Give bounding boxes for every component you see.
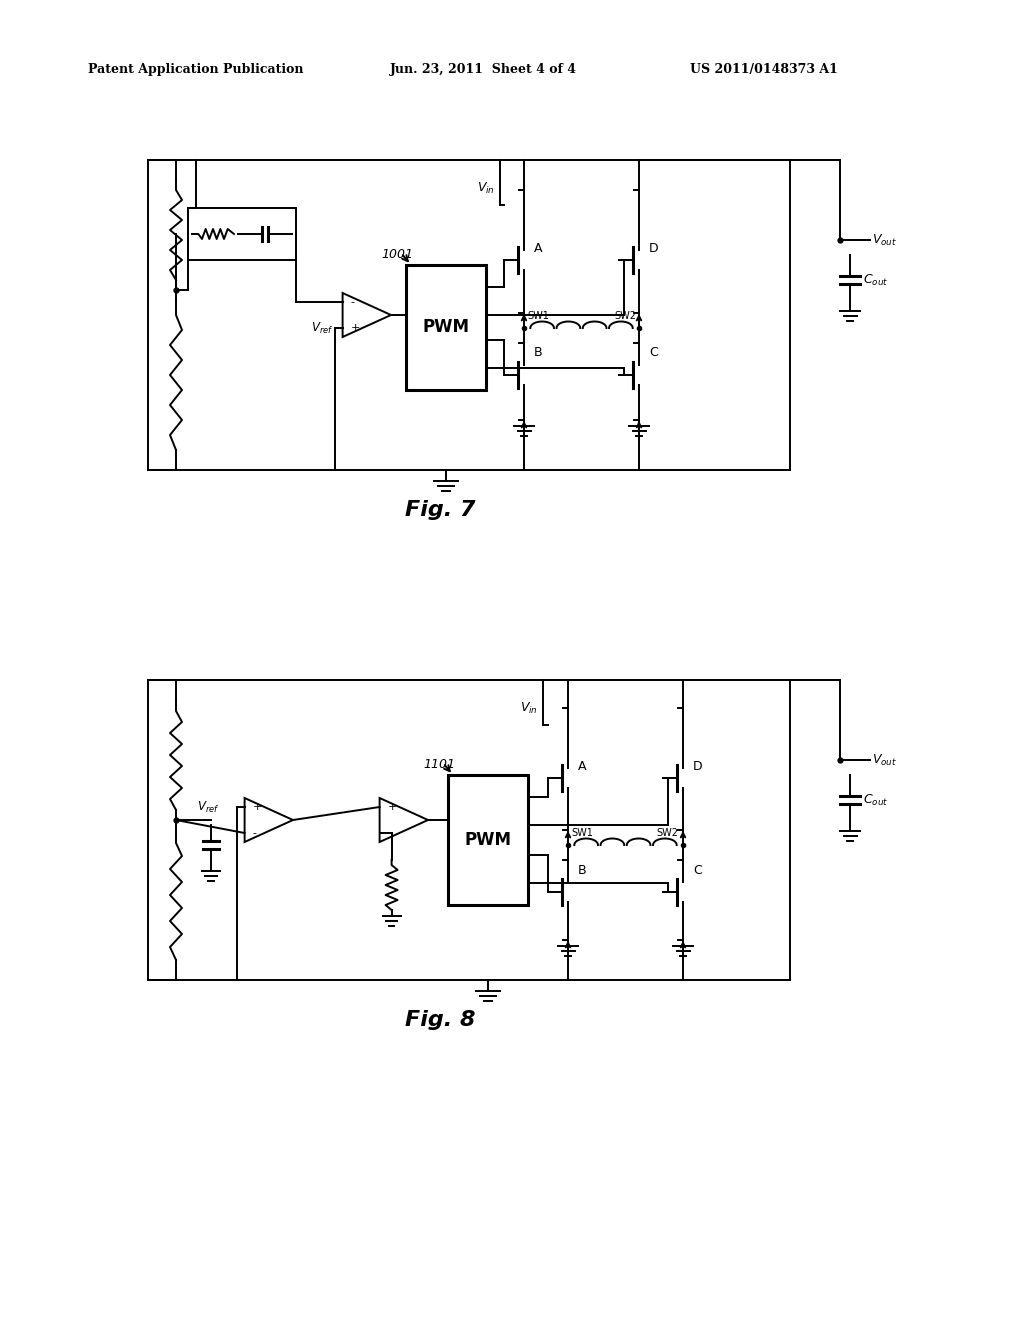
Text: A: A xyxy=(578,759,587,772)
Text: PWM: PWM xyxy=(423,318,469,337)
Text: SW1: SW1 xyxy=(527,312,549,321)
Text: +: + xyxy=(253,803,262,812)
Text: Patent Application Publication: Patent Application Publication xyxy=(88,63,303,77)
Text: SW2: SW2 xyxy=(614,312,636,321)
Text: SW1: SW1 xyxy=(571,828,593,838)
Text: $V_{ref}$: $V_{ref}$ xyxy=(197,800,219,814)
Text: C: C xyxy=(693,863,701,876)
Text: +: + xyxy=(350,323,360,333)
Text: US 2011/0148373 A1: US 2011/0148373 A1 xyxy=(690,63,838,77)
Text: $C_{out}$: $C_{out}$ xyxy=(863,272,889,288)
Text: 1001: 1001 xyxy=(381,248,413,261)
Text: $V_{in}$: $V_{in}$ xyxy=(520,701,538,715)
Text: Jun. 23, 2011  Sheet 4 of 4: Jun. 23, 2011 Sheet 4 of 4 xyxy=(390,63,577,77)
Text: Fig. 8: Fig. 8 xyxy=(404,1010,475,1030)
Text: $V_{out}$: $V_{out}$ xyxy=(872,232,897,248)
Text: $V_{out}$: $V_{out}$ xyxy=(872,752,897,767)
Text: SW2: SW2 xyxy=(656,828,678,838)
Bar xyxy=(449,775,528,906)
Text: 1101: 1101 xyxy=(423,759,455,771)
Text: $V_{in}$: $V_{in}$ xyxy=(477,181,495,195)
Text: +: + xyxy=(388,803,397,812)
Text: $V_{ref}$: $V_{ref}$ xyxy=(310,321,333,335)
Text: -: - xyxy=(350,297,354,308)
Text: PWM: PWM xyxy=(465,832,512,849)
Text: -: - xyxy=(253,828,257,838)
Text: B: B xyxy=(534,346,543,359)
Text: C: C xyxy=(649,346,657,359)
Text: B: B xyxy=(578,863,587,876)
Bar xyxy=(188,209,296,260)
Text: Fig. 7: Fig. 7 xyxy=(404,500,475,520)
Text: A: A xyxy=(534,242,543,255)
Text: D: D xyxy=(693,759,702,772)
Text: D: D xyxy=(649,242,658,255)
Bar xyxy=(406,265,486,389)
Text: $C_{out}$: $C_{out}$ xyxy=(863,792,889,808)
